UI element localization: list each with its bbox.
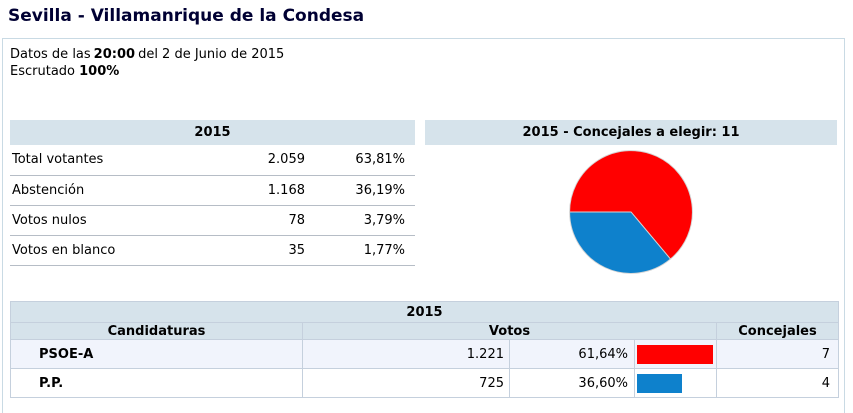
- pie-slice-psoe: [569, 150, 693, 260]
- row-value: 2.059: [195, 145, 305, 176]
- row-percent: 63,81%: [305, 145, 415, 176]
- party-name: PSOE-A: [10, 339, 303, 369]
- page-title: Sevilla - Villamanrique de la Condesa: [8, 6, 365, 26]
- summary-table: Total votantes 2.059 63,81% Abstención 1…: [10, 145, 415, 266]
- party-seats: 7: [716, 339, 839, 369]
- column-header-concejales: Concejales: [716, 322, 839, 340]
- pie-chart: [569, 150, 693, 274]
- row-label: Votos nulos: [10, 205, 195, 236]
- vote-bar: [637, 373, 682, 393]
- table-row: P.P. 725 36,60% 4: [10, 368, 839, 398]
- data-timestamp-line: Datos de las 20:00 del 2 de Junio de 2015: [10, 46, 837, 63]
- pie-panel-header: 2015 - Concejales a elegir: 11: [425, 120, 837, 145]
- top-panels: 2015 Total votantes 2.059 63,81% Abstenc…: [10, 120, 837, 274]
- datos-prefix: Datos de las: [10, 47, 91, 62]
- row-label: Votos en blanco: [10, 235, 195, 266]
- row-value: 1.168: [195, 175, 305, 206]
- summary-panel-header: 2015: [10, 120, 415, 145]
- pie-panel: 2015 - Concejales a elegir: 11: [425, 120, 837, 274]
- party-percent: 36,60%: [509, 368, 635, 398]
- party-percent: 61,64%: [509, 339, 635, 369]
- table-row: Votos nulos 78 3,79%: [10, 205, 415, 236]
- pie-chart-area: [425, 150, 837, 274]
- column-header-candidaturas: Candidaturas: [10, 322, 303, 340]
- results-year-header: 2015: [10, 301, 839, 323]
- pie-slice-pp: [569, 211, 671, 274]
- table-row: Votos en blanco 35 1,77%: [10, 235, 415, 266]
- escrutado-value: 100%: [79, 64, 120, 79]
- vote-bar-cell: [634, 368, 717, 398]
- column-header-votos: Votos: [302, 322, 717, 340]
- table-row: Abstención 1.168 36,19%: [10, 175, 415, 206]
- summary-panel: 2015 Total votantes 2.059 63,81% Abstenc…: [10, 120, 415, 274]
- table-row: Total votantes 2.059 63,81%: [10, 145, 415, 176]
- party-name: P.P.: [10, 368, 303, 398]
- party-votes: 1.221: [302, 339, 510, 369]
- datos-suffix: del 2 de Junio de 2015: [138, 47, 285, 62]
- vote-bar-cell: [634, 339, 717, 369]
- row-percent: 36,19%: [305, 175, 415, 206]
- row-value: 78: [195, 205, 305, 236]
- row-percent: 1,77%: [305, 235, 415, 266]
- candidatures-section: 2015 Candidaturas Votos Concejales PSOE-…: [10, 301, 839, 398]
- row-value: 35: [195, 235, 305, 266]
- vote-bar: [637, 344, 713, 364]
- scrutiny-line: Escrutado 100%: [10, 63, 837, 80]
- row-percent: 3,79%: [305, 205, 415, 236]
- escrutado-label: Escrutado: [10, 64, 75, 79]
- row-label: Abstención: [10, 175, 195, 206]
- results-container: Datos de las 20:00 del 2 de Junio de 2015 …: [2, 38, 845, 413]
- table-row: PSOE-A 1.221 61,64% 7: [10, 339, 839, 369]
- row-label: Total votantes: [10, 145, 195, 176]
- scrutiny-info: Datos de las 20:00 del 2 de Junio de 2015 …: [10, 46, 837, 80]
- results-table: 2015 Candidaturas Votos Concejales PSOE-…: [10, 301, 839, 398]
- party-votes: 725: [302, 368, 510, 398]
- data-time: 20:00: [93, 47, 136, 62]
- party-seats: 4: [716, 368, 839, 398]
